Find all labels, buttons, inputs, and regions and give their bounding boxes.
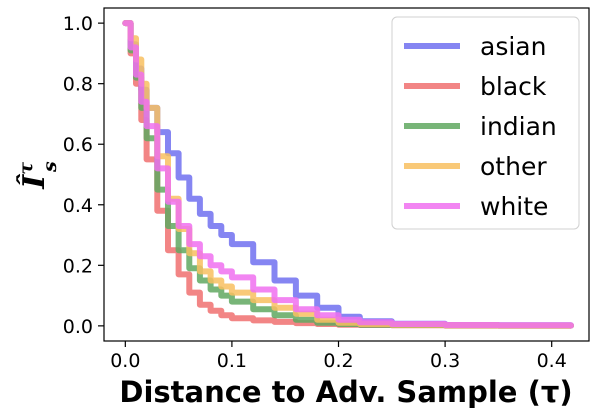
y-tick-label: 0.8 bbox=[63, 74, 93, 96]
y-axis-ticks: 0.0 0.2 0.4 0.6 0.8 1.0 bbox=[63, 13, 104, 338]
series-line-white bbox=[122, 20, 574, 329]
legend-box bbox=[391, 16, 580, 230]
x-tick-label: 0.3 bbox=[430, 350, 460, 372]
y-axis-label-sub: s bbox=[39, 161, 61, 173]
y-tick-label: 0.0 bbox=[63, 316, 93, 338]
y-axis-label: Îτ s bbox=[15, 161, 61, 190]
legend-label-white: white bbox=[480, 192, 548, 221]
y-tick-label: 0.2 bbox=[63, 255, 93, 277]
y-axis-label-main: Î bbox=[16, 174, 52, 190]
x-axis-ticks: 0.0 0.1 0.2 0.3 0.4 bbox=[110, 341, 567, 372]
y-tick-label: 0.4 bbox=[63, 195, 93, 217]
x-tick-label: 0.1 bbox=[217, 350, 247, 372]
legend-label-indian: indian bbox=[480, 112, 557, 141]
x-axis-label: Distance to Adv. Sample (τ) bbox=[119, 375, 572, 409]
svg-text:Îτs: Îτ s bbox=[15, 161, 61, 190]
x-tick-label: 0.2 bbox=[323, 350, 353, 372]
legend-items: asian black indian other white bbox=[404, 32, 557, 221]
x-tick-label: 0.0 bbox=[110, 350, 140, 372]
legend: asian black indian other white bbox=[391, 16, 580, 230]
y-axis-label-sup: τ bbox=[15, 162, 37, 175]
legend-label-asian: asian bbox=[480, 32, 546, 61]
y-tick-label: 1.0 bbox=[63, 13, 93, 35]
series-layer bbox=[122, 20, 574, 329]
x-tick-label: 0.4 bbox=[537, 350, 567, 372]
y-tick-label: 0.6 bbox=[63, 134, 93, 156]
legend-label-other: other bbox=[480, 152, 547, 181]
plot-frame bbox=[103, 7, 590, 342]
legend-label-black: black bbox=[480, 72, 547, 101]
